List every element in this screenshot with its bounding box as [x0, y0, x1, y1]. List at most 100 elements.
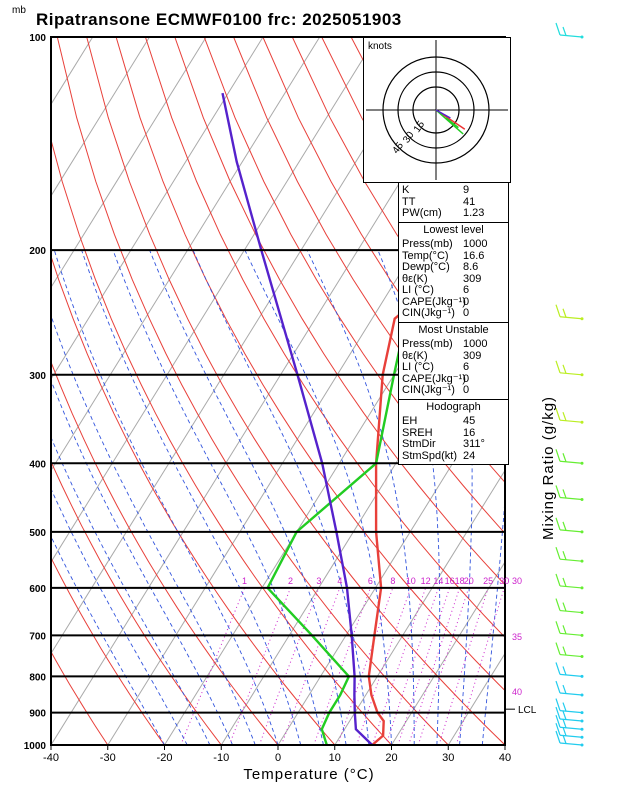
lowest-level-box: Lowest level Press(mb) 1000 Temp(°C) 16.6 De… — [398, 222, 509, 323]
isotherm — [51, 37, 491, 745]
wind-barb-flag — [555, 730, 561, 744]
lowest-row: Press(mb) 1000 — [402, 238, 505, 251]
wind-barb-flag — [562, 521, 567, 531]
isotherm — [51, 37, 94, 106]
wind-barb-dot — [580, 497, 584, 501]
wind-barb-flag — [555, 662, 561, 675]
wind-barb — [559, 316, 583, 320]
pressure-tick-label: 700 — [29, 631, 46, 642]
isotherm — [51, 37, 150, 197]
wind-barb — [559, 34, 583, 38]
wind-barb-flag — [562, 710, 567, 720]
dry-adiabat — [233, 37, 505, 484]
wind-barb-dot — [580, 633, 584, 637]
mixing-ratio-label: 8 — [390, 576, 395, 586]
hodo-key: SREH — [402, 426, 433, 439]
wind-barb-flag — [562, 666, 567, 676]
wind-barbs — [555, 22, 584, 747]
general-key: K — [402, 184, 410, 196]
mixing-line — [228, 587, 291, 745]
isotherm — [51, 37, 264, 380]
pressure-tick-label: 600 — [29, 584, 46, 595]
most-unstable-box: Most Unstable Press(mb) 1000 θε(K) 309 LI (°… — [398, 322, 509, 400]
wind-barb-flag — [555, 449, 561, 462]
mixing-ratio-label: 14 — [433, 576, 443, 586]
mixing-ratio-label: 6 — [368, 576, 373, 586]
moist-adiabat — [192, 249, 370, 745]
hodograph-panel: knots 15 30 45 — [363, 37, 511, 183]
hodo-key: StmSpd(kt) — [402, 449, 458, 462]
moist-adiabat — [51, 487, 188, 745]
wind-barb — [559, 632, 583, 636]
most-unstable-header: Most Unstable — [418, 323, 489, 336]
wind-barb-flag — [562, 308, 567, 318]
unstable-key: LI (°C) — [402, 361, 434, 373]
dry-adiabat — [115, 37, 505, 692]
isotherm — [562, 37, 618, 745]
wind-barb-flag — [562, 625, 567, 635]
wind-barb-flag — [562, 453, 567, 462]
wind-barb-flag — [555, 546, 561, 560]
unstable-row: θε(K) 309 — [402, 349, 505, 363]
lowest-key: θε(K) — [402, 272, 428, 285]
lowest-key: Dewp(°C) — [402, 261, 450, 273]
wind-barb-flag — [562, 412, 567, 421]
unstable-value: 0 — [463, 384, 470, 396]
isotherm — [51, 37, 321, 472]
dry-adiabat — [557, 37, 618, 745]
pressure-tick-label: 200 — [29, 246, 46, 257]
lowest-key: CAPE(Jkg⁻¹) — [402, 295, 466, 308]
dry-adiabat — [86, 37, 505, 745]
pressure-tick-label: 300 — [29, 371, 46, 382]
isotherm — [447, 652, 505, 745]
hodo-value: 45 — [463, 415, 476, 427]
x-tick-label: -40 — [43, 752, 59, 764]
wind-barb-flag — [562, 684, 567, 694]
wind-barb-flag — [555, 715, 561, 728]
general-indices: K 9 TT 41 PW(cm) 1.23 — [398, 182, 509, 223]
x-tick-label: -10 — [213, 752, 229, 764]
wind-barb-dot — [580, 373, 584, 377]
hodograph-vector — [435, 109, 451, 119]
dry-adiabat — [56, 37, 449, 745]
wind-barb-flag — [555, 598, 561, 611]
wind-barb-flag — [555, 408, 561, 421]
isotherm — [51, 37, 434, 655]
hodo-value: 24 — [463, 449, 476, 462]
wind-barb-flag — [555, 698, 561, 711]
wind-barb-flag — [555, 642, 561, 655]
theta-e-label: 30 — [512, 576, 522, 586]
wind-barb — [559, 419, 583, 423]
general-value: 1.23 — [463, 207, 485, 219]
dry-adiabat — [527, 37, 618, 745]
lowest-value: 6 — [463, 284, 470, 296]
hodo-key: StmDir — [402, 438, 436, 450]
wind-barb — [559, 734, 583, 738]
dry-adiabat — [51, 650, 109, 745]
lowest-value: 0 — [463, 307, 470, 319]
wind-barb — [559, 726, 583, 730]
wind-barb — [559, 585, 583, 589]
pressure-tick-label: 100 — [29, 33, 46, 44]
mixing-ratio-label: 20 — [464, 576, 474, 586]
wind-barb-flag — [562, 602, 567, 612]
x-tick-label: 30 — [442, 752, 454, 764]
wind-barb-dot — [580, 35, 584, 39]
general-key: PW(cm) — [402, 207, 442, 219]
mixing-line — [397, 587, 451, 745]
wind-barb-flag — [555, 621, 561, 634]
mixing-ratio-label: 1 — [242, 576, 247, 586]
hodograph-index-box: Hodograph EH 45 SREH 16 StmDir 311° StmSpd(kt)… — [398, 399, 509, 465]
wind-barb-flag — [555, 573, 561, 587]
x-tick-label: 10 — [329, 752, 341, 764]
hodo-key: EH — [402, 415, 418, 427]
chart-title: Ripatransone ECMWF0100 frc: 2025051903 — [36, 10, 402, 29]
moist-adiabat — [51, 535, 165, 745]
hodograph-unit: knots — [368, 41, 392, 52]
lowest-row: CIN(Jkg⁻¹) 0 — [402, 307, 505, 320]
unstable-value: 309 — [463, 349, 482, 362]
wind-barb-flag — [555, 723, 561, 736]
mixing-line — [408, 587, 461, 745]
